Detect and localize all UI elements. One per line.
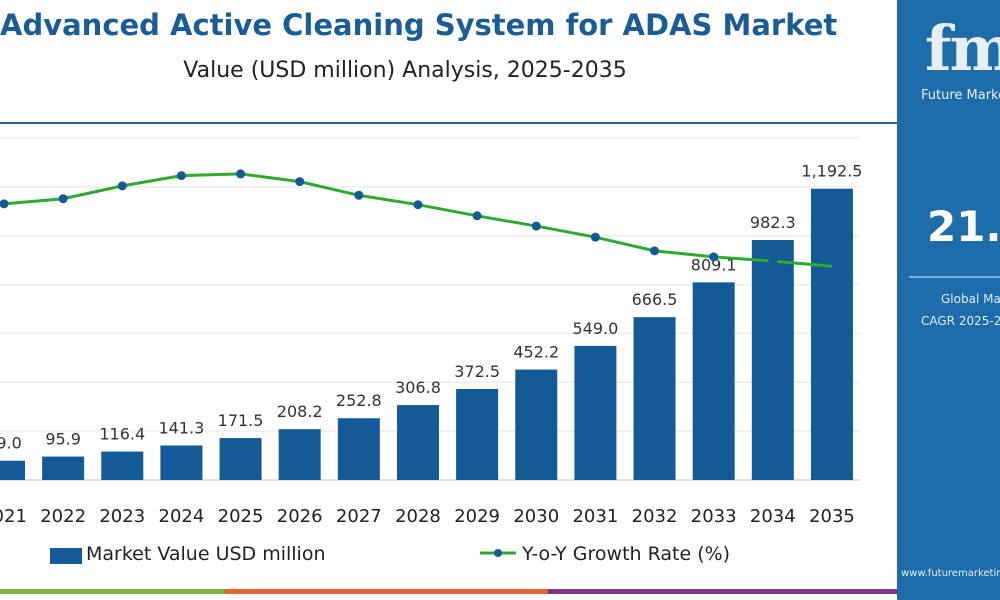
x-tick-2028: 2028 bbox=[395, 506, 441, 527]
x-tick-2029: 2029 bbox=[454, 506, 500, 527]
bar-2022 bbox=[42, 456, 85, 480]
bar-label-2025: 171.5 bbox=[218, 411, 264, 430]
bar-label-2033: 809.1 bbox=[691, 255, 737, 274]
x-tick-2032: 2032 bbox=[632, 506, 678, 527]
info-panel: fmi Future Market Insights 21.4% Global … bbox=[897, 0, 1000, 600]
title-divider bbox=[0, 122, 897, 124]
legend-line-swatch bbox=[480, 549, 516, 557]
growth-point-2023 bbox=[117, 181, 127, 191]
growth-point-2034 bbox=[768, 256, 778, 266]
bar-2029 bbox=[456, 389, 499, 480]
website-link[interactable]: www.futuremarketinsights.com bbox=[901, 568, 1000, 579]
chart-title: Advanced Active Cleaning System for ADAS… bbox=[0, 8, 838, 42]
footer-stripe-orange bbox=[225, 589, 548, 594]
bar-2025 bbox=[219, 438, 262, 480]
growth-point-2032 bbox=[650, 246, 660, 256]
footer-stripe-purple bbox=[548, 589, 897, 594]
panel-caption-2: CAGR 2025-2035 bbox=[921, 314, 1000, 328]
panel-divider bbox=[909, 276, 1000, 278]
growth-point-2024 bbox=[176, 171, 186, 181]
bar-2033 bbox=[692, 282, 735, 480]
x-tick-2023: 2023 bbox=[99, 506, 145, 527]
bar-2024 bbox=[160, 445, 203, 480]
bar-2035 bbox=[810, 188, 853, 481]
legend-line-label: Y-o-Y Growth Rate (%) bbox=[522, 543, 731, 565]
panel-caption-1: Global Market Value bbox=[941, 292, 1000, 306]
bar-label-2031: 549.0 bbox=[572, 319, 618, 338]
growth-point-2030 bbox=[531, 221, 541, 231]
x-tick-2030: 2030 bbox=[513, 506, 559, 527]
bar-label-2029: 372.5 bbox=[454, 362, 500, 381]
brand-name: Future Market Insights bbox=[921, 88, 1000, 103]
growth-point-2031 bbox=[590, 232, 600, 242]
growth-point-2022 bbox=[58, 194, 68, 204]
x-tick-2035: 2035 bbox=[809, 506, 855, 527]
growth-point-2027 bbox=[354, 190, 364, 200]
x-tick-2021: 2021 bbox=[0, 506, 27, 527]
x-tick-2033: 2033 bbox=[691, 506, 737, 527]
brand-logo: fmi bbox=[925, 12, 1000, 85]
chart-plot: 79.0 2021 95.9 2022 116.4 2023 141.3 2024 171.5 2… bbox=[0, 137, 862, 527]
bar-label-2023: 116.4 bbox=[99, 425, 145, 444]
x-tick-2027: 2027 bbox=[336, 506, 382, 527]
bar-2027 bbox=[337, 418, 380, 480]
bar-2032 bbox=[633, 317, 676, 480]
footer-stripe-green bbox=[0, 589, 225, 594]
growth-point-2029 bbox=[472, 211, 482, 221]
bar-label-2030: 452.2 bbox=[513, 343, 559, 362]
x-tick-2024: 2024 bbox=[159, 506, 205, 527]
bar-2034 bbox=[751, 240, 794, 480]
bar-2030 bbox=[515, 369, 558, 480]
x-tick-2034: 2034 bbox=[750, 506, 796, 527]
bar-label-2032: 666.5 bbox=[632, 290, 678, 309]
legend-bar-swatch bbox=[50, 548, 82, 564]
x-tick-2026: 2026 bbox=[277, 506, 323, 527]
bar-label-2026: 208.2 bbox=[277, 402, 323, 421]
growth-point-2033 bbox=[709, 252, 719, 262]
bar-label-2035: 1,192.5 bbox=[801, 162, 862, 181]
x-tick-2022: 2022 bbox=[40, 506, 86, 527]
bar-2031 bbox=[574, 345, 617, 480]
bar-2023 bbox=[101, 451, 144, 480]
legend-bar-label: Market Value USD million bbox=[86, 543, 326, 565]
bar-2021 bbox=[0, 460, 25, 480]
growth-line bbox=[3, 172, 833, 268]
growth-point-2021 bbox=[0, 199, 9, 209]
growth-point-2025 bbox=[236, 169, 246, 179]
bar-label-2028: 306.8 bbox=[395, 378, 441, 397]
bar-label-2024: 141.3 bbox=[159, 418, 205, 437]
bar-label-2021: 79.0 bbox=[0, 434, 22, 453]
bar-label-2027: 252.8 bbox=[336, 391, 382, 410]
cagr-value: 21.4% bbox=[927, 202, 1000, 251]
x-tick-2031: 2031 bbox=[572, 506, 618, 527]
bar-2028 bbox=[396, 405, 439, 480]
x-tick-2025: 2025 bbox=[218, 506, 264, 527]
chart-subtitle: Value (USD million) Analysis, 2025-2035 bbox=[183, 58, 627, 83]
bar-label-2022: 95.9 bbox=[45, 430, 81, 449]
growth-point-2028 bbox=[413, 200, 423, 210]
bar-2026 bbox=[278, 429, 321, 480]
growth-point-2026 bbox=[295, 177, 305, 187]
bar-label-2034: 982.3 bbox=[750, 213, 796, 232]
